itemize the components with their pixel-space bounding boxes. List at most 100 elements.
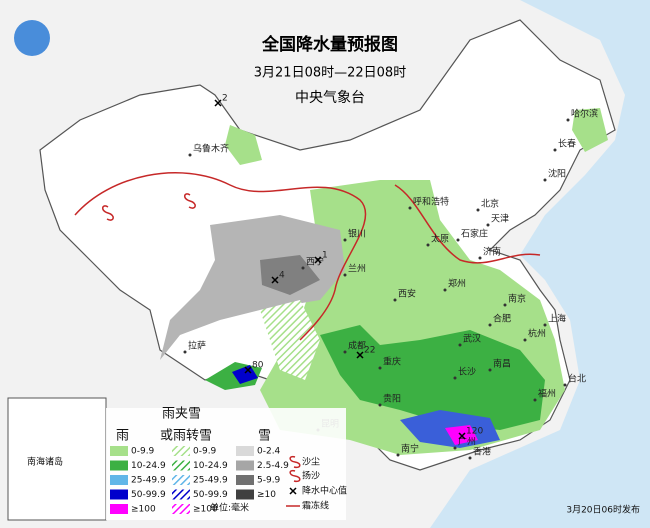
center-value: 22 xyxy=(364,346,375,356)
legend-label: 霜冻线 xyxy=(302,500,329,512)
legend-label: 5-9.9 xyxy=(257,476,281,486)
legend-heading: 或雨转雪 xyxy=(160,429,212,444)
legend-label: 50-99.9 xyxy=(193,490,228,500)
city-dot xyxy=(553,148,557,152)
center-mark xyxy=(214,99,222,107)
legend-label: 10-24.9 xyxy=(131,461,166,471)
city-dot xyxy=(458,343,462,347)
city-dot xyxy=(393,298,397,302)
city-label: 银川 xyxy=(348,228,366,240)
rain-area xyxy=(232,365,258,384)
legend-swatch xyxy=(172,460,190,471)
sand-symbol xyxy=(102,193,196,221)
legend-swatch xyxy=(110,460,128,471)
city-label: 杭州 xyxy=(528,328,546,340)
sleet-area xyxy=(260,300,320,380)
city-dot xyxy=(343,273,347,277)
center-mark xyxy=(271,276,279,284)
city-label: 太原 xyxy=(431,233,449,245)
city-label: 济南 xyxy=(483,246,501,258)
city-dot xyxy=(563,383,567,387)
city-dot xyxy=(533,398,537,402)
city-label: 上海 xyxy=(548,313,566,325)
city-dot xyxy=(378,366,382,370)
city-dot xyxy=(486,223,490,227)
city-dot xyxy=(188,153,192,157)
city-dot xyxy=(343,350,347,354)
city-dot xyxy=(396,453,400,457)
city-label: 香港 xyxy=(473,446,491,458)
city-label: 南昌 xyxy=(493,358,511,370)
legend-label: 10-24.9 xyxy=(193,461,228,471)
city-label: 拉萨 xyxy=(188,340,206,352)
city-dot xyxy=(426,243,430,247)
legend-swatch xyxy=(110,489,128,500)
city-label: 呼和浩特 xyxy=(413,196,449,208)
city-dot xyxy=(468,456,472,460)
legend-swatch xyxy=(236,446,254,456)
city-label: 重庆 xyxy=(383,356,401,368)
city-label: 西安 xyxy=(398,288,416,300)
city-dot xyxy=(301,266,305,270)
legend-label: 降水中心值 xyxy=(302,485,347,497)
legend-swatch xyxy=(236,475,254,485)
city-label: 长春 xyxy=(558,138,576,150)
city-label: 兰州 xyxy=(348,263,366,275)
city-dot xyxy=(566,118,570,122)
legend-label: 扬沙 xyxy=(302,470,320,482)
city-label: 沈阳 xyxy=(548,168,566,180)
centers: 2 1 4 22 80 120 xyxy=(214,94,483,440)
legend-label: ≥100 xyxy=(193,505,218,515)
legend-label: ≥100 xyxy=(131,505,156,515)
city-label: 乌鲁木齐 xyxy=(193,143,229,155)
city-dot xyxy=(443,288,447,292)
center-value: 120 xyxy=(466,427,483,437)
legend-swatch xyxy=(236,489,254,500)
legend-symbol xyxy=(289,469,301,483)
city-label: 南宁 xyxy=(401,443,419,455)
snow-area xyxy=(160,215,345,360)
center-value: 1 xyxy=(322,251,328,261)
city-label: 合肥 xyxy=(493,313,511,325)
city-dot xyxy=(503,303,507,307)
legend-label: 0-9.9 xyxy=(131,447,155,457)
city-label: 石家庄 xyxy=(461,228,488,240)
legend-heading: 雨夹雪 xyxy=(162,407,201,422)
legend-swatch xyxy=(172,489,190,500)
city-dot xyxy=(456,238,460,242)
legend-swatch xyxy=(110,504,128,514)
city-label: 台北 xyxy=(568,373,586,385)
city-label: 贵阳 xyxy=(383,393,401,405)
center-value: 80 xyxy=(252,361,264,371)
center-mark xyxy=(356,351,364,359)
city-dot xyxy=(408,206,412,210)
inset-box xyxy=(7,397,107,521)
legend-label: 0-2.4 xyxy=(257,447,281,457)
city-dot xyxy=(488,368,492,372)
rain-moderate xyxy=(320,325,545,430)
frost-line xyxy=(74,172,367,341)
legend-swatch xyxy=(172,475,190,485)
ocean xyxy=(430,0,650,528)
snow-area xyxy=(260,255,320,295)
legend-box xyxy=(106,408,346,520)
city-label: 天津 xyxy=(491,214,509,225)
legend-swatch xyxy=(172,504,190,514)
legend-label: 0-9.9 xyxy=(193,447,217,457)
frost-line xyxy=(394,184,541,264)
period: 3月21日08时—22日08时 xyxy=(254,66,406,81)
city-dot xyxy=(543,323,547,327)
title: 全国降水量预报图 xyxy=(261,34,398,55)
issued: 3月20日06时发布 xyxy=(566,504,640,516)
city-dot xyxy=(478,256,482,260)
center-value: 4 xyxy=(279,271,285,281)
city-dot xyxy=(543,178,547,182)
city-label: 广州 xyxy=(458,436,476,448)
city-dot xyxy=(523,338,527,342)
legend-label: 沙尘 xyxy=(302,457,320,468)
center-mark xyxy=(314,256,322,264)
legend-swatch xyxy=(236,460,254,471)
legend-swatch xyxy=(110,446,128,456)
unit: 单位:毫米 xyxy=(210,502,249,514)
